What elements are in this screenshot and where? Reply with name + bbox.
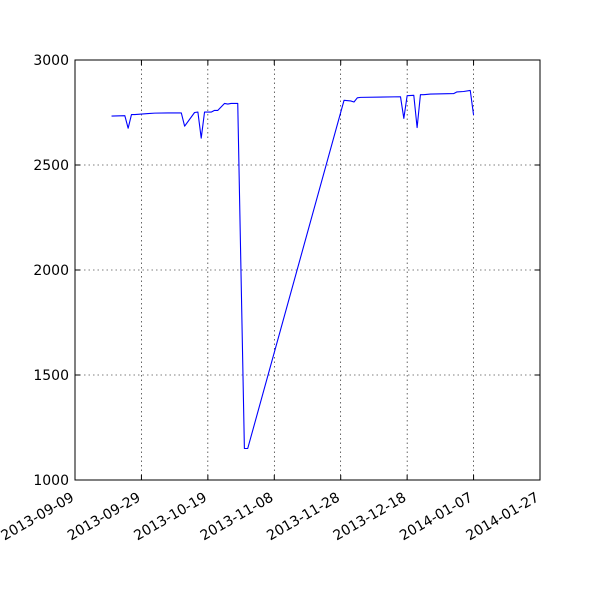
y-tick-label: 1000	[33, 473, 69, 489]
grid-lines	[75, 60, 540, 480]
y-tick-label: 1500	[33, 368, 69, 384]
y-tick-label: 2500	[33, 158, 69, 174]
series-layer	[111, 89, 475, 450]
tick-marks	[74, 59, 541, 481]
y-axis-tick-labels: 1000 1500 2000 2500 3000	[33, 53, 69, 489]
y-tick-label: 3000	[33, 53, 69, 69]
y-tick-label: 2000	[33, 263, 69, 279]
series-line	[111, 89, 475, 450]
